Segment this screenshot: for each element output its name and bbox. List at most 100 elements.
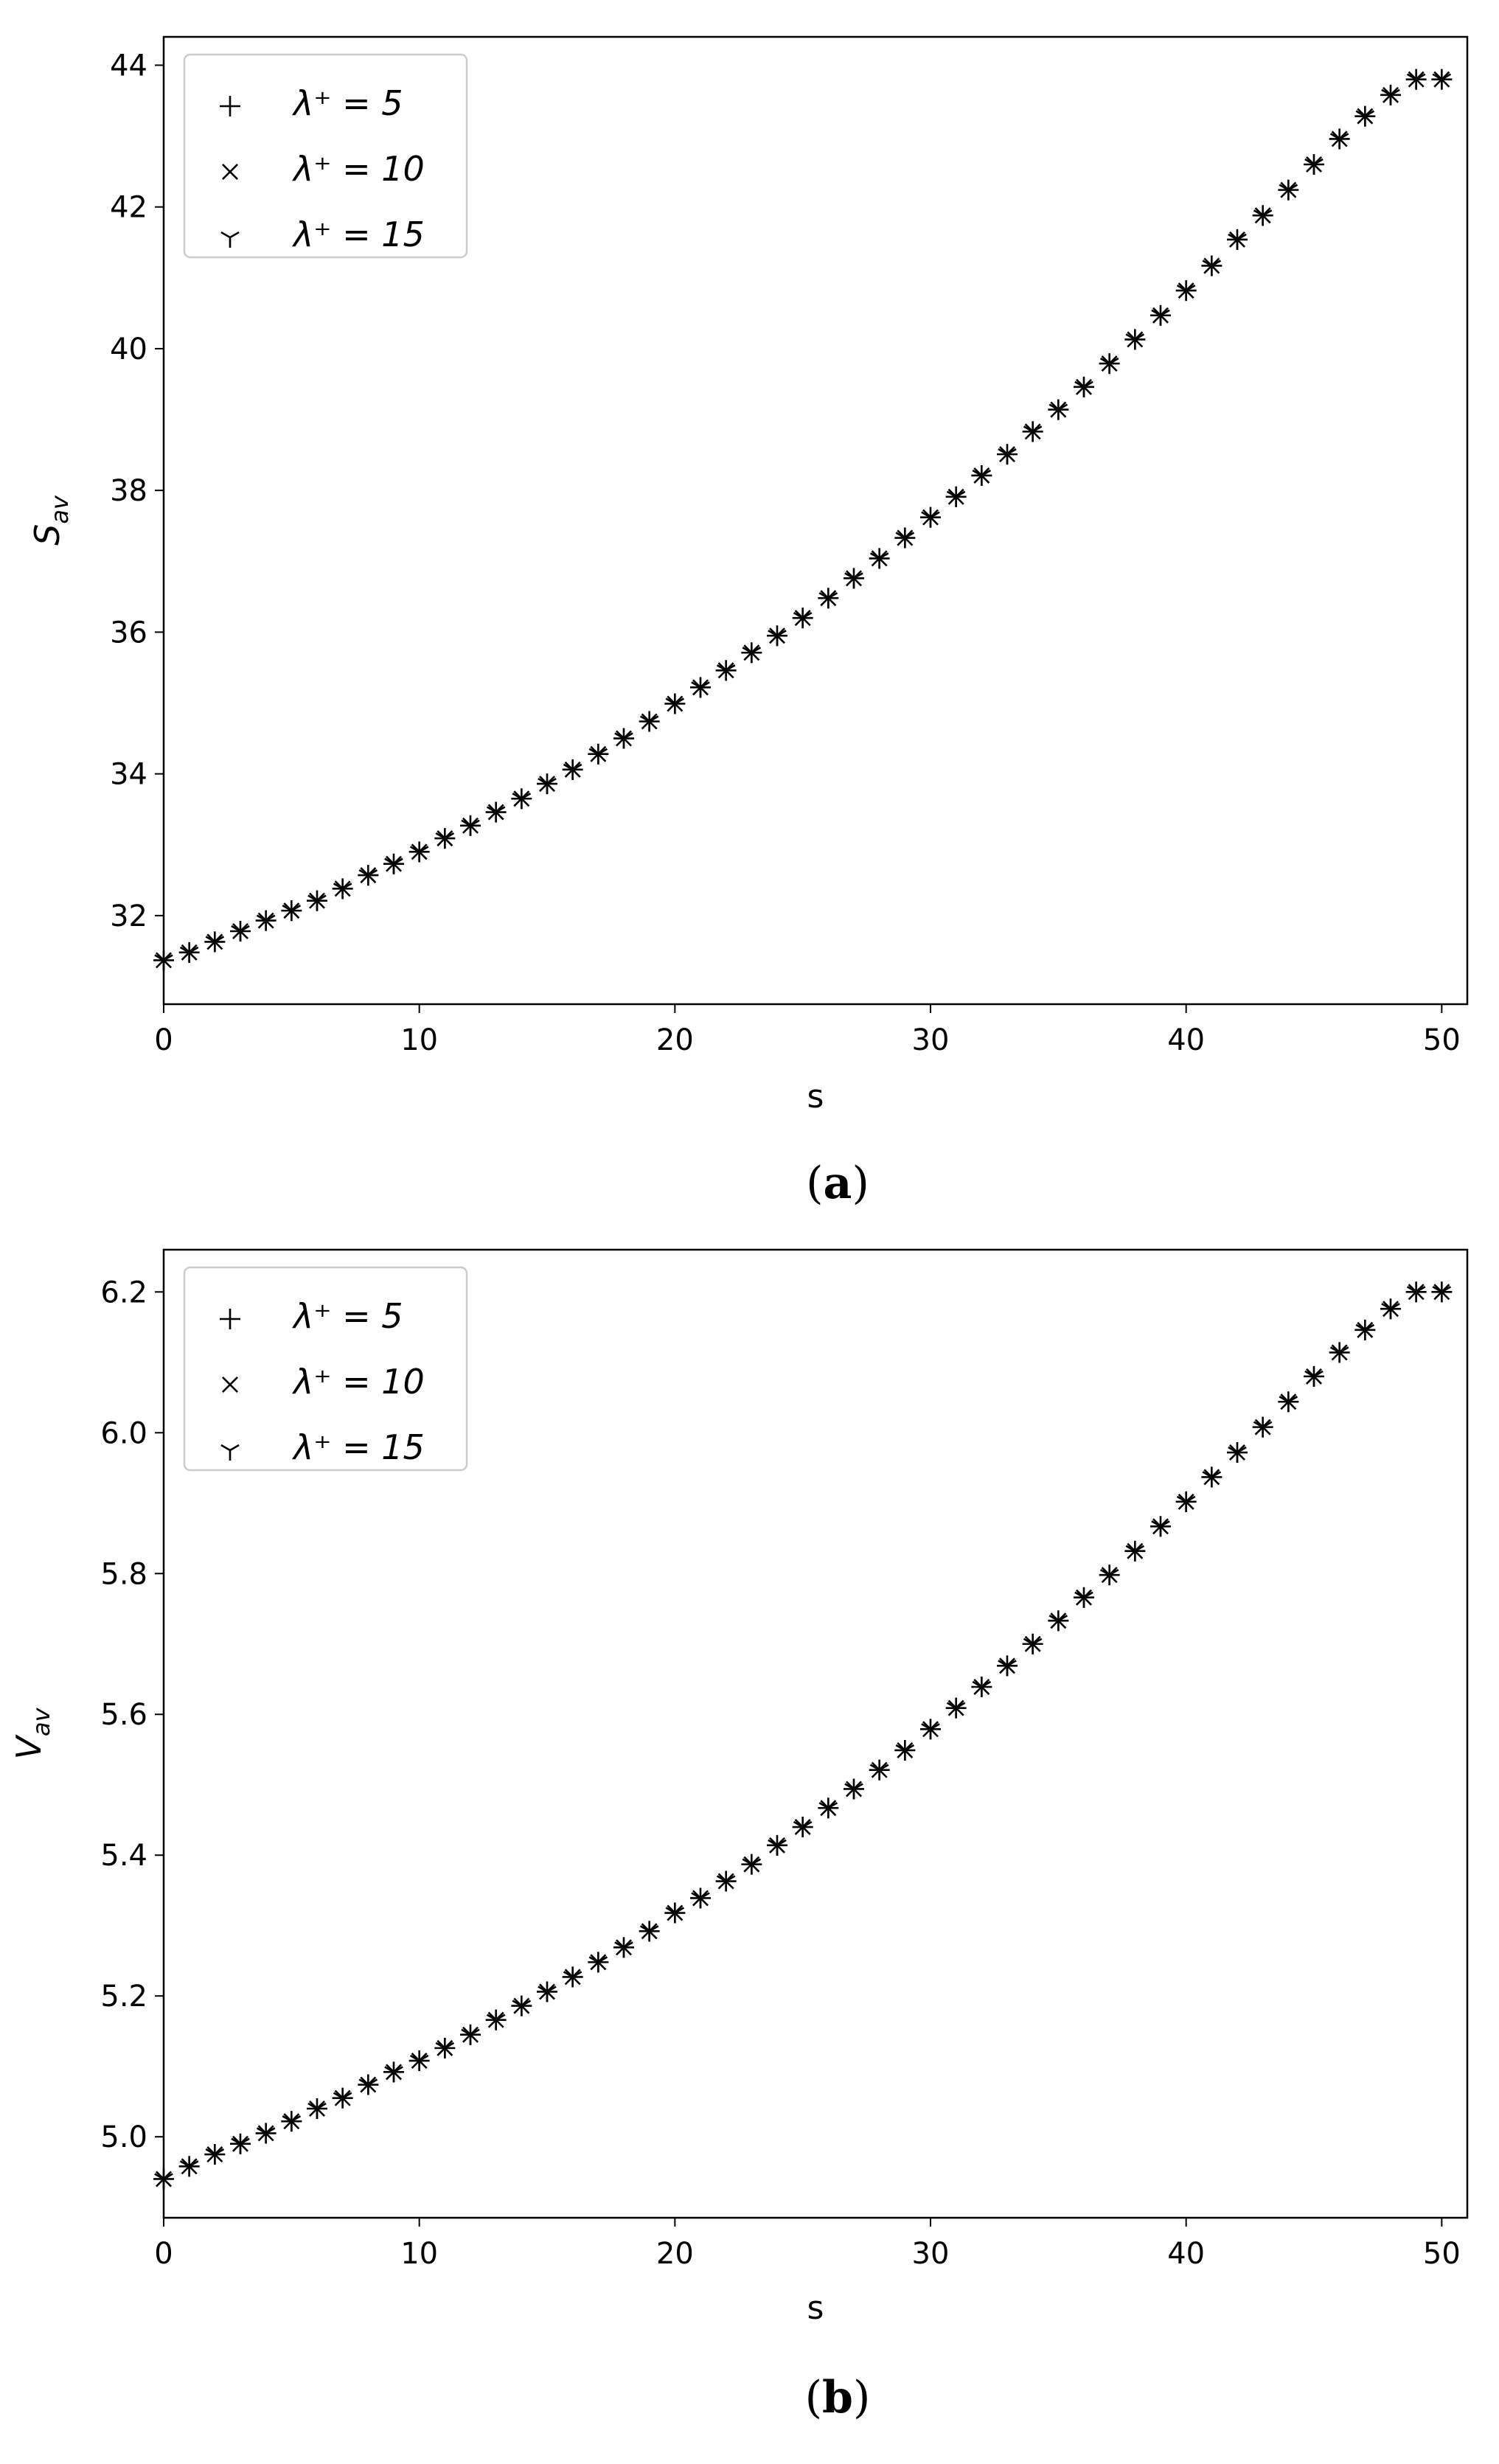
data-point-tri_down bbox=[639, 1925, 659, 1942]
data-point-tri_down bbox=[742, 1858, 762, 1875]
legend-marker-tri_down bbox=[220, 231, 240, 248]
data-point-tri_down bbox=[1253, 209, 1273, 226]
legend-label: λ⁺ = 5 bbox=[291, 83, 403, 123]
data-point-tri_down bbox=[1202, 1471, 1222, 1488]
data-point-tri_down bbox=[461, 819, 480, 836]
data-point-tri_down bbox=[1304, 158, 1324, 175]
x-tick-label: 50 bbox=[1423, 2237, 1461, 2271]
data-point-tri_down bbox=[691, 1892, 710, 1909]
y-tick-label: 5.2 bbox=[100, 1980, 147, 2014]
data-point-tri_down bbox=[1074, 380, 1093, 397]
y-axis-label-subscript: av bbox=[46, 495, 74, 524]
data-point-tri_down bbox=[358, 2078, 378, 2095]
data-point-tri_down bbox=[307, 2102, 327, 2119]
data-point-tri_down bbox=[409, 846, 429, 863]
y-axis-label-main: V bbox=[9, 1734, 49, 1760]
data-point-tri_down bbox=[1279, 1396, 1298, 1413]
data-point-tri_down bbox=[1074, 1591, 1093, 1608]
x-tick-label: 50 bbox=[1423, 1023, 1461, 1057]
data-point-tri_down bbox=[179, 2160, 199, 2177]
data-point-tri_down bbox=[1125, 1545, 1145, 1562]
y-tick-label: 42 bbox=[110, 191, 147, 225]
data-point-tri_down bbox=[486, 2014, 506, 2030]
data-point-tri_down bbox=[716, 1875, 736, 1892]
data-point-tri_down bbox=[435, 832, 455, 849]
data-point-tri_down bbox=[818, 592, 838, 609]
legend-label: λ⁺ = 15 bbox=[291, 1427, 425, 1467]
data-point-tri_down bbox=[1406, 73, 1426, 90]
data-point-tri_down bbox=[563, 1971, 582, 1988]
y-tick-label: 34 bbox=[110, 758, 147, 792]
legend-box bbox=[183, 53, 468, 259]
data-point-tri_down bbox=[1355, 1323, 1375, 1340]
legend-marker-x bbox=[222, 1377, 238, 1393]
data-point-tri_down bbox=[946, 490, 966, 507]
legend-label: λ⁺ = 5 bbox=[291, 1296, 403, 1336]
data-point-tri_down bbox=[691, 681, 710, 698]
data-point-tri_down bbox=[639, 715, 659, 732]
y-tick-label: 36 bbox=[110, 616, 147, 650]
panel-caption-part: ( bbox=[805, 2372, 822, 2423]
legend-marker-plus bbox=[220, 1309, 240, 1329]
data-point-tri_down bbox=[1304, 1370, 1324, 1387]
legend-marker-tri_down bbox=[220, 1444, 240, 1461]
y-axis-label: Sav bbox=[27, 495, 74, 546]
chart-panel-a: 0 10 20 30 40 50 32 34 36 38 40 42 44 s Sav λ⁺ = 5 λ⁺ = … bbox=[27, 35, 1469, 1209]
data-point-tri_down bbox=[1432, 73, 1452, 90]
data-point-tri_down bbox=[256, 2127, 276, 2144]
series-tri_down bbox=[154, 1286, 1452, 2190]
y-axis-label-subscript: av bbox=[27, 1707, 55, 1736]
data-point-tri_down bbox=[921, 1723, 940, 1740]
data-point-tri_down bbox=[869, 552, 889, 569]
legend-label: λ⁺ = 15 bbox=[291, 215, 425, 254]
x-tick-label: 30 bbox=[912, 2237, 950, 2271]
data-point-tri_down bbox=[1099, 357, 1119, 375]
data-point-tri_down bbox=[333, 883, 352, 899]
data-point-tri_down bbox=[1228, 233, 1247, 250]
chart-panel-b: 0 10 20 30 40 50 5.0 5.2 5.4 5.6 5.8 6.0 6.2 s Vav λ⁺ =… bbox=[9, 1248, 1469, 2423]
data-point-tri_down bbox=[614, 732, 633, 749]
data-point-tri_down bbox=[946, 1702, 966, 1719]
data-point-tri_down bbox=[358, 869, 378, 886]
x-tick-label: 20 bbox=[656, 2237, 694, 2271]
y-tick-label: 5.4 bbox=[100, 1839, 147, 1873]
y-tick-label: 5.0 bbox=[100, 2120, 147, 2154]
data-point-tri_down bbox=[384, 857, 403, 874]
x-tick-label: 40 bbox=[1167, 2237, 1205, 2271]
y-tick-label: 6.0 bbox=[100, 1416, 147, 1450]
data-point-tri_down bbox=[1099, 1569, 1119, 1586]
data-point-tri_down bbox=[461, 2028, 480, 2045]
data-point-tri_down bbox=[1329, 133, 1349, 150]
y-tick-label: 44 bbox=[110, 49, 147, 83]
legend-box bbox=[183, 1266, 468, 1472]
data-point-tri_down bbox=[1355, 110, 1375, 127]
data-point-tri_down bbox=[205, 936, 225, 953]
data-point-tri_down bbox=[1228, 1446, 1247, 1464]
data-point-tri_down bbox=[588, 748, 608, 765]
data-point-tri_down bbox=[1381, 1303, 1400, 1320]
panel-caption-part: ) bbox=[853, 2372, 870, 2423]
x-tick-label: 40 bbox=[1167, 1023, 1205, 1057]
data-point-tri_down bbox=[742, 647, 762, 664]
data-point-tri_down bbox=[895, 532, 915, 549]
legend-label: λ⁺ = 10 bbox=[291, 1362, 425, 1402]
panel-caption-part: a bbox=[824, 1158, 852, 1209]
data-point-tri_down bbox=[512, 793, 532, 810]
legend-label: λ⁺ = 10 bbox=[291, 149, 425, 189]
data-point-tri_down bbox=[154, 954, 173, 971]
data-point-tri_down bbox=[998, 1660, 1017, 1677]
data-point-tri_down bbox=[231, 925, 250, 942]
x-tick-label: 0 bbox=[154, 2237, 173, 2271]
plot-area-frame bbox=[162, 35, 1469, 1006]
data-point-tri_down bbox=[282, 905, 302, 922]
x-axis-label: s bbox=[807, 2289, 824, 2327]
series-tri_down bbox=[154, 73, 1452, 971]
y-tick-label: 32 bbox=[110, 899, 147, 933]
data-point-tri_down bbox=[1329, 1346, 1349, 1363]
x-tick-label: 20 bbox=[656, 1023, 694, 1057]
data-point-tri_down bbox=[1048, 403, 1068, 420]
data-point-tri_down bbox=[844, 572, 863, 589]
data-point-tri_down bbox=[384, 2066, 403, 2083]
